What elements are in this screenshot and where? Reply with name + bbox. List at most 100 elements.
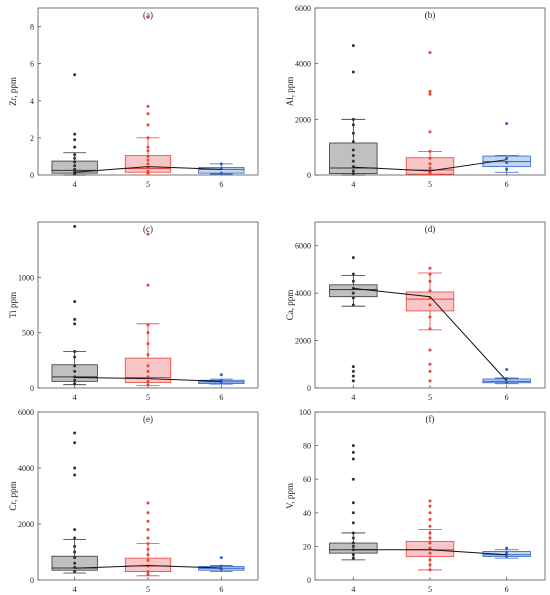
box-6 xyxy=(198,373,245,385)
y-axis-label: Ti ppm xyxy=(8,292,18,318)
data-point xyxy=(73,364,77,368)
y-tick-label: 60 xyxy=(303,475,311,484)
median-trend-line xyxy=(353,549,507,556)
box-4 xyxy=(51,224,98,386)
data-point xyxy=(146,232,150,236)
y-tick-label: 0 xyxy=(307,171,311,180)
data-point xyxy=(351,457,355,461)
x-tick-label: 6 xyxy=(219,393,223,402)
data-point xyxy=(351,536,355,540)
data-point xyxy=(428,362,432,366)
box-5 xyxy=(124,501,172,577)
data-point xyxy=(73,132,77,136)
data-point xyxy=(505,551,509,555)
data-point xyxy=(73,138,77,142)
data-point xyxy=(428,90,432,93)
data-point xyxy=(428,568,432,572)
box-4 xyxy=(329,44,378,176)
data-point xyxy=(351,541,355,545)
y-tick-label: 8 xyxy=(30,23,34,32)
panel-label: (e) xyxy=(143,414,153,424)
x-tick-label: 4 xyxy=(351,180,355,189)
data-point xyxy=(351,296,355,300)
box-4 xyxy=(329,444,378,561)
box-4 xyxy=(51,431,98,574)
data-point xyxy=(351,117,355,121)
panel-label: (c) xyxy=(143,224,153,234)
data-point xyxy=(505,122,509,126)
panel-label: (d) xyxy=(425,224,436,234)
median-trend-line xyxy=(74,166,222,173)
y-tick-label: 0 xyxy=(30,171,34,180)
data-point xyxy=(73,570,77,574)
y-tick-label: 20 xyxy=(303,542,311,551)
data-point xyxy=(428,524,432,528)
box-5 xyxy=(124,15,172,176)
data-point xyxy=(351,374,355,378)
box-5 xyxy=(405,499,455,572)
data-point xyxy=(351,123,355,127)
y-tick-label: 500 xyxy=(22,329,34,338)
y-axis-label: Al, ppm xyxy=(285,77,295,107)
data-point xyxy=(146,353,150,357)
box-6 xyxy=(482,122,531,173)
box-6 xyxy=(198,556,245,572)
data-point xyxy=(428,536,432,540)
data-point xyxy=(146,553,150,557)
data-point xyxy=(146,383,150,387)
data-point xyxy=(73,164,77,168)
data-point xyxy=(351,148,355,152)
x-tick-label: 5 xyxy=(428,393,432,402)
y-axis-label: Ca, ppm xyxy=(285,290,295,321)
data-point xyxy=(73,441,77,445)
data-point xyxy=(428,279,432,283)
median-trend-line xyxy=(74,564,222,569)
median-trend-line xyxy=(74,376,222,382)
data-point xyxy=(73,431,77,435)
data-point xyxy=(428,563,432,567)
data-point xyxy=(146,158,150,162)
x-tick-label: 5 xyxy=(146,393,150,402)
x-tick-label: 5 xyxy=(428,180,432,189)
x-tick-label: 5 xyxy=(146,585,150,594)
data-point xyxy=(428,546,432,550)
data-point xyxy=(73,556,77,560)
data-point xyxy=(351,501,355,505)
y-tick-label: 0 xyxy=(307,576,311,585)
data-point xyxy=(505,160,509,164)
data-point xyxy=(428,162,432,166)
x-tick-label: 6 xyxy=(505,585,509,594)
data-point xyxy=(428,272,432,276)
y-tick-label: 6 xyxy=(30,60,34,69)
data-point xyxy=(351,450,355,454)
x-tick-label: 6 xyxy=(219,180,223,189)
data-point xyxy=(73,466,77,470)
data-point xyxy=(428,51,432,55)
data-point xyxy=(351,556,355,560)
data-point xyxy=(219,162,223,166)
data-point xyxy=(146,162,150,166)
median-trend-line xyxy=(353,287,508,382)
y-tick-label: 2000 xyxy=(295,337,311,346)
data-point xyxy=(351,154,355,158)
data-point xyxy=(146,154,150,158)
median-trend-line xyxy=(353,159,507,172)
data-point xyxy=(428,531,432,535)
x-tick-label: 6 xyxy=(505,180,509,189)
data-point xyxy=(428,130,432,134)
box-6 xyxy=(482,546,531,559)
y-tick-label: 4000 xyxy=(295,289,311,298)
data-point xyxy=(428,511,432,515)
data-point xyxy=(73,473,77,477)
data-point xyxy=(351,444,355,448)
data-point xyxy=(73,561,77,565)
data-point xyxy=(428,379,432,383)
data-point xyxy=(351,511,355,515)
data-point xyxy=(428,348,432,352)
y-tick-label: 1000 xyxy=(18,273,34,282)
y-tick-label: 0 xyxy=(30,576,34,585)
y-tick-label: 4000 xyxy=(295,60,311,69)
box-5 xyxy=(405,266,455,383)
data-point xyxy=(73,160,77,164)
x-tick-label: 4 xyxy=(351,585,355,594)
